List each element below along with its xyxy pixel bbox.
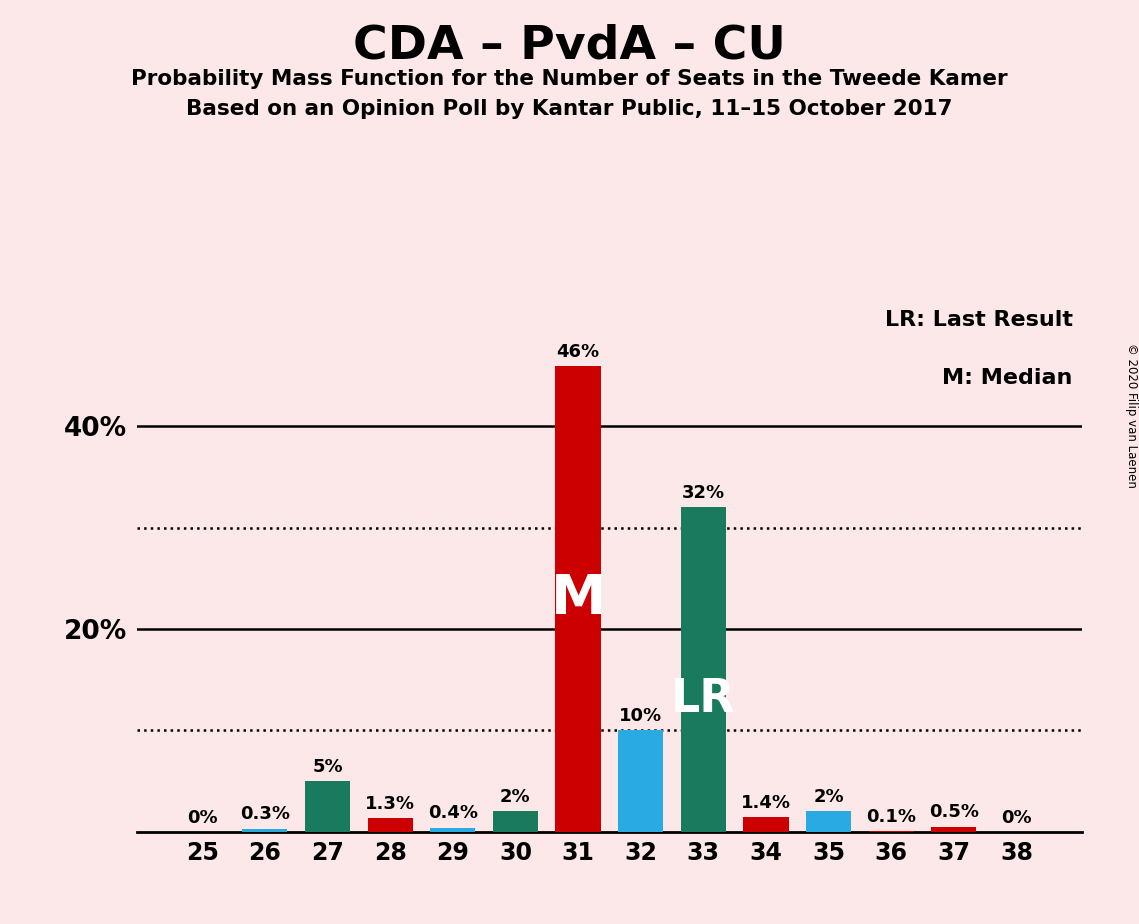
Bar xyxy=(243,829,287,832)
Text: © 2020 Filip van Laenen: © 2020 Filip van Laenen xyxy=(1124,344,1138,488)
Bar xyxy=(744,818,788,832)
Bar xyxy=(556,366,600,832)
Text: Probability Mass Function for the Number of Seats in the Tweede Kamer: Probability Mass Function for the Number… xyxy=(131,69,1008,90)
Text: 0.5%: 0.5% xyxy=(929,804,978,821)
Text: 2%: 2% xyxy=(500,788,531,807)
Text: 0.4%: 0.4% xyxy=(428,805,477,822)
Text: M: M xyxy=(550,572,606,626)
Text: 10%: 10% xyxy=(620,707,662,725)
Bar xyxy=(618,730,663,832)
Bar xyxy=(681,507,726,832)
Bar xyxy=(368,819,412,832)
Bar xyxy=(431,828,475,832)
Bar xyxy=(806,811,851,832)
Text: LR: Last Result: LR: Last Result xyxy=(885,310,1073,330)
Text: 5%: 5% xyxy=(312,758,343,776)
Text: 0.3%: 0.3% xyxy=(240,806,289,823)
Text: 0.1%: 0.1% xyxy=(867,808,916,825)
Text: CDA – PvdA – CU: CDA – PvdA – CU xyxy=(353,23,786,68)
Text: 32%: 32% xyxy=(682,484,724,503)
Text: 1.4%: 1.4% xyxy=(741,795,790,812)
Text: 0%: 0% xyxy=(187,808,218,827)
Bar xyxy=(869,831,913,832)
Text: 2%: 2% xyxy=(813,788,844,807)
Bar xyxy=(305,781,350,832)
Bar xyxy=(932,827,976,832)
Text: 0%: 0% xyxy=(1001,808,1032,827)
Text: LR: LR xyxy=(671,677,736,723)
Text: 1.3%: 1.3% xyxy=(366,796,415,813)
Text: 46%: 46% xyxy=(557,343,599,360)
Text: Based on an Opinion Poll by Kantar Public, 11–15 October 2017: Based on an Opinion Poll by Kantar Publi… xyxy=(187,99,952,119)
Text: M: Median: M: Median xyxy=(942,368,1073,388)
Bar xyxy=(493,811,538,832)
